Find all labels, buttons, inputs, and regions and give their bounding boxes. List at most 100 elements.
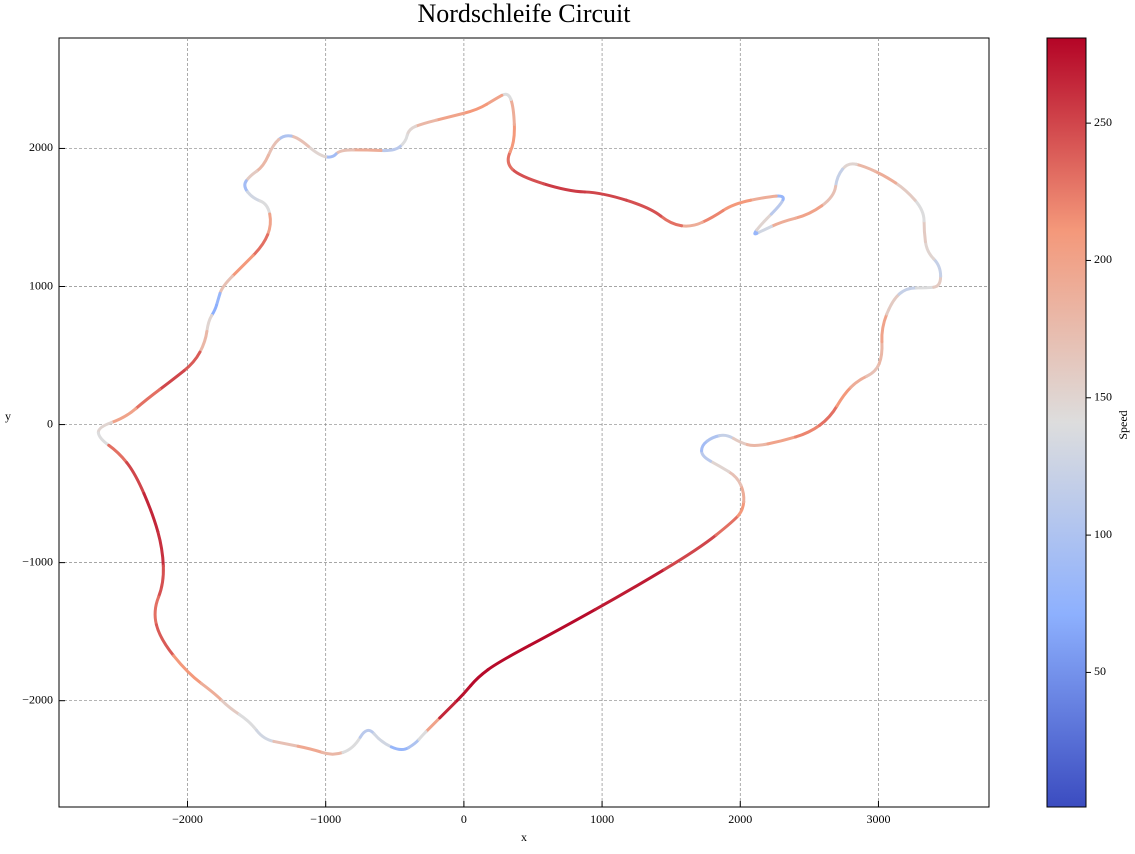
track-segment [296, 744, 324, 754]
colorbar-tick-label: 250 [1094, 115, 1112, 129]
track-segment [794, 204, 824, 220]
track-segment [172, 654, 203, 685]
track [96, 92, 943, 756]
track-segment [897, 286, 918, 296]
track-segment [154, 623, 176, 658]
track-segment [134, 387, 162, 411]
x-tick-label: 2000 [728, 812, 752, 826]
track-segment [913, 198, 926, 223]
track-segment [96, 431, 111, 447]
track-segment [508, 122, 516, 154]
track-segment [705, 434, 722, 443]
track-segment [107, 443, 129, 465]
track-segment [755, 212, 773, 232]
track-segment [198, 329, 209, 354]
x-axis-label: x [521, 830, 527, 844]
track-segment [379, 144, 402, 153]
track-segment [358, 728, 376, 739]
track-segment [766, 435, 798, 446]
track-segment [266, 212, 272, 237]
track-segment [714, 514, 740, 537]
track-segment [255, 728, 276, 743]
track-segment [351, 148, 383, 153]
track-segment [841, 162, 858, 171]
track-segment [485, 93, 504, 106]
track-segment [398, 133, 409, 148]
track-segment [438, 699, 459, 720]
y-tick-label: −2000 [22, 692, 53, 706]
track-segment [835, 385, 853, 408]
track-segment [306, 144, 328, 159]
colorbar-tick-label: 150 [1094, 390, 1112, 404]
track-segment [721, 198, 753, 213]
track-segment [506, 150, 514, 171]
track-segment [125, 461, 146, 496]
track-segment [541, 182, 587, 194]
track-segment [528, 608, 597, 647]
colorbar [1046, 37, 1087, 808]
track-segment [680, 220, 704, 228]
track-segment [158, 369, 186, 391]
track-segment [255, 153, 270, 173]
y-tick-label: 1000 [29, 278, 53, 292]
track-segment [96, 421, 114, 435]
track-segment [424, 716, 442, 734]
colorbar-tick-label: 100 [1094, 527, 1112, 541]
track-segment [923, 240, 936, 261]
track-segment [854, 162, 877, 173]
track-segment [237, 712, 259, 732]
track-segment [407, 737, 421, 750]
x-tick-label: 0 [461, 812, 467, 826]
track-segment [210, 303, 219, 318]
track-segment [266, 137, 281, 157]
y-tick-label: 0 [47, 416, 53, 430]
x-tick-label: −1000 [310, 812, 341, 826]
track-segment [700, 439, 709, 453]
track-segment [272, 739, 300, 748]
track-segment [156, 530, 165, 568]
colorbar-tick-label: 50 [1094, 664, 1106, 678]
track-segment [258, 199, 272, 216]
colorbar-label: Speed [1116, 410, 1130, 439]
track-segment [156, 564, 165, 599]
y-axis-label: y [5, 409, 11, 423]
track-segment [251, 233, 270, 257]
track-segment [932, 257, 943, 278]
track-segment [277, 134, 293, 141]
track-segment [389, 745, 411, 752]
track-segment [794, 423, 822, 439]
track-segment [220, 699, 241, 716]
track-segment [142, 492, 160, 534]
track-segment [583, 190, 628, 202]
track-segment [745, 442, 770, 447]
track-segment [417, 730, 428, 741]
track-segment [153, 595, 160, 627]
track-segment [434, 111, 466, 122]
track-segment [769, 216, 798, 228]
track-segment [205, 314, 214, 333]
track-segment [593, 568, 666, 612]
track-segment [700, 449, 713, 463]
x-tick-label: −2000 [172, 812, 203, 826]
track-segment [509, 97, 516, 126]
track-segment [334, 148, 355, 156]
track-segment [885, 292, 901, 316]
x-tick-label: 1000 [590, 812, 614, 826]
track-segment [736, 500, 746, 518]
track-segment [659, 214, 684, 228]
track-segment [718, 433, 735, 440]
track-segment [510, 167, 545, 186]
track-segment [922, 219, 927, 244]
track-segment [873, 169, 898, 185]
track-segment [818, 404, 839, 427]
track-segment [834, 167, 845, 188]
track-segment [320, 750, 345, 756]
track-segment [727, 470, 743, 487]
track-segment [700, 209, 725, 224]
track-segment [849, 374, 869, 389]
track-segment [865, 362, 881, 378]
track-segment [749, 194, 778, 202]
track-segment [894, 181, 917, 202]
track-segment [182, 350, 202, 373]
